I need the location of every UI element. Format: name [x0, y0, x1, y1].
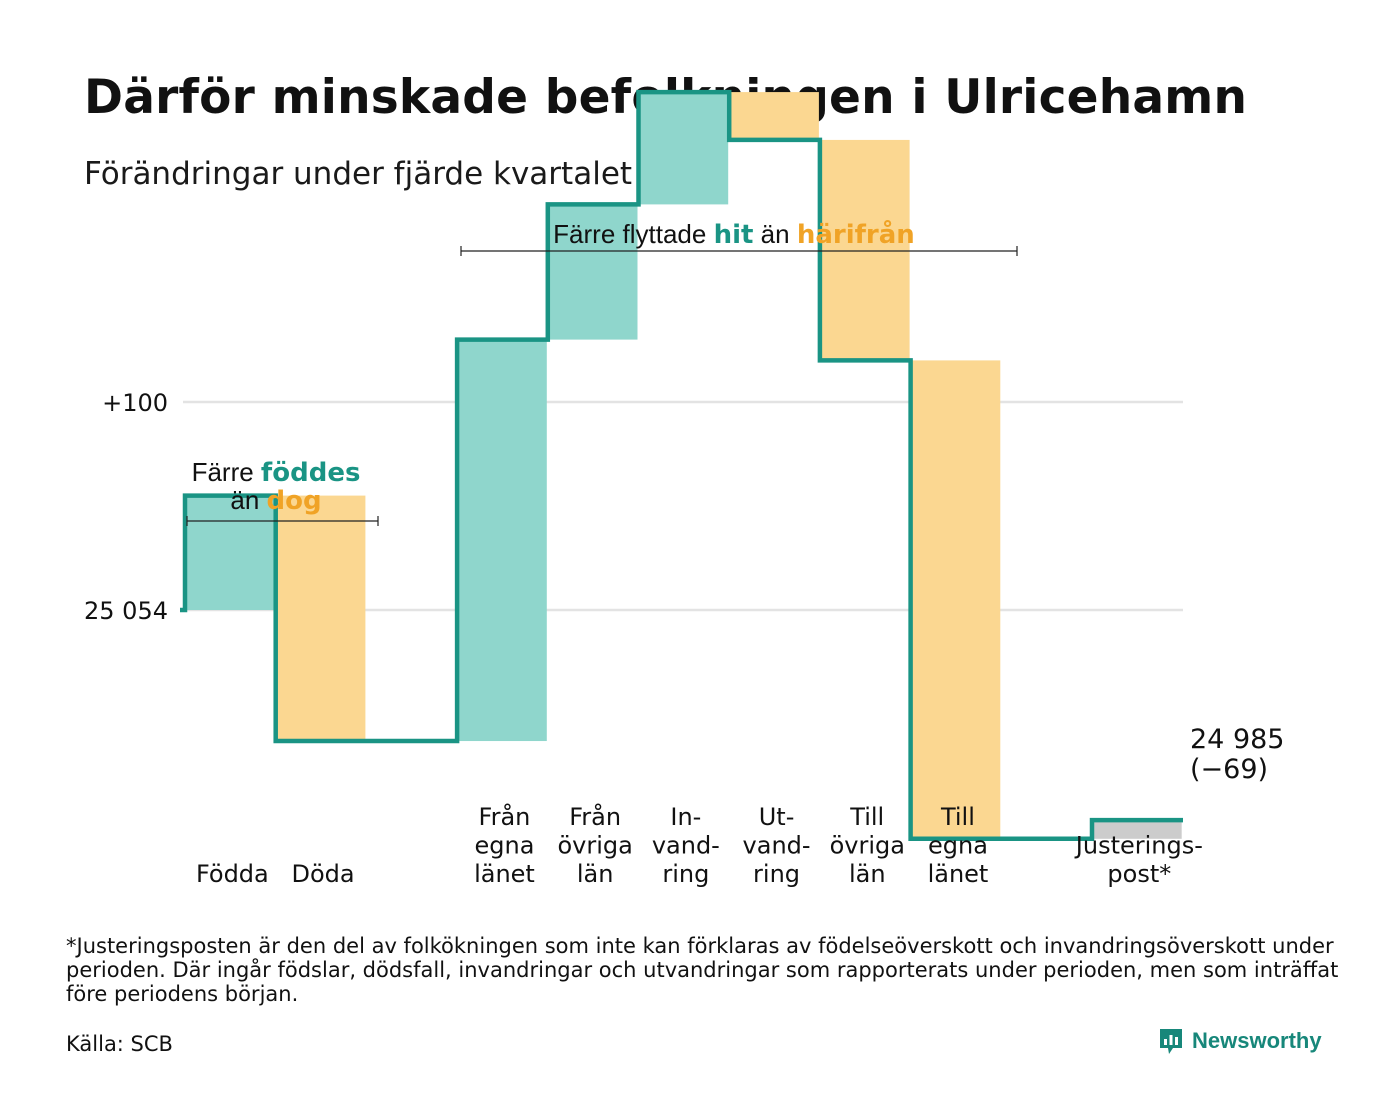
x-label-8-1: egna: [928, 832, 988, 860]
x-label-6-1: vand-: [743, 832, 811, 860]
x-label-7-1: övriga: [830, 832, 905, 860]
bar-8: [910, 360, 1001, 839]
brand-logo: Newsworthy: [1158, 1026, 1322, 1056]
end-change-label: (−69): [1190, 754, 1268, 785]
bar-3: [457, 339, 547, 742]
x-label-3-2: länet: [474, 860, 535, 888]
newsworthy-logo-icon: [1160, 1029, 1182, 1054]
x-label-7-0: Till: [849, 803, 884, 831]
svg-text:Färre flyttade hit: Färre flyttade hit än härifrån: [553, 218, 915, 250]
bars: [185, 92, 1182, 839]
cumulative-line: [180, 89, 1183, 842]
waterfall-chart: 25 054+100 Födda DödaFrånegnalänetFrånövr…: [84, 89, 1284, 888]
y-axis-tick-labels: 25 054 +100: [84, 389, 168, 625]
x-label-4-2: län: [577, 860, 614, 888]
chart-subtitle: Förändringar under fjärde kvartalet 2024: [84, 156, 721, 192]
svg-text:än dog: än dog: [230, 485, 321, 516]
migration-annotation-text: Färre flyttade: [553, 219, 706, 249]
x-label-5-1: vand-: [652, 832, 720, 860]
x-label-7-2: län: [849, 860, 886, 888]
bar-0: [185, 495, 275, 610]
bar-7: [819, 139, 910, 361]
births-annotation-highlight: föddes: [261, 458, 361, 488]
x-label-10-0: Justerings-: [1074, 832, 1203, 860]
x-label-3-1: egna: [474, 832, 534, 860]
births-annotation-text-2: än: [230, 485, 259, 515]
end-value-labels: 24 985(−69): [1190, 724, 1284, 785]
migration-annotation-highlight-2: härifrån: [797, 218, 915, 250]
x-label-3-0: Från: [479, 802, 531, 831]
x-label-1-0: Döda: [291, 860, 354, 888]
x-label-6-0: Ut-: [759, 803, 795, 831]
bar-5: [638, 92, 729, 205]
footnote: *Justeringsposten är den del av folkökni…: [66, 934, 1339, 1006]
bar-6: [729, 92, 819, 140]
brand-name: Newsworthy: [1192, 1028, 1322, 1053]
x-label-8-2: länet: [928, 860, 989, 888]
x-axis-labels: Födda DödaFrånegnalänetFrånövrigalänIn-va…: [196, 802, 1203, 888]
source-label: Källa: SCB: [66, 1032, 173, 1056]
cumulative-step-line: [180, 89, 1183, 842]
x-label-5-0: In-: [670, 803, 701, 831]
x-label-6-2: ring: [753, 860, 800, 888]
x-label-5-2: ring: [662, 860, 709, 888]
migration-annotation: Färre flyttade hit än härifrån: [460, 218, 1018, 256]
x-label-4-0: Från: [569, 802, 621, 831]
births-annotation: Färre föddes än dog: [186, 457, 379, 526]
x-label-8-0: Till: [940, 803, 975, 831]
bar-10: [1092, 820, 1182, 839]
x-label-4-1: övriga: [557, 832, 632, 860]
svg-text:Färre föddes: Färre föddes: [192, 457, 361, 488]
migration-annotation-text-2: än: [761, 219, 790, 249]
migration-annotation-highlight: hit: [714, 220, 754, 250]
x-label-10-1: post*: [1107, 860, 1171, 888]
end-value-label: 24 985: [1190, 724, 1284, 755]
y-tick-label-0: 25 054: [84, 597, 168, 625]
births-annotation-highlight-2: dog: [267, 486, 322, 516]
bar-1: [275, 495, 366, 742]
x-label-0-0: Födda: [196, 860, 269, 888]
bar-4: [547, 204, 638, 340]
births-annotation-text: Färre: [192, 457, 254, 487]
y-tick-label-1: +100: [102, 389, 168, 417]
